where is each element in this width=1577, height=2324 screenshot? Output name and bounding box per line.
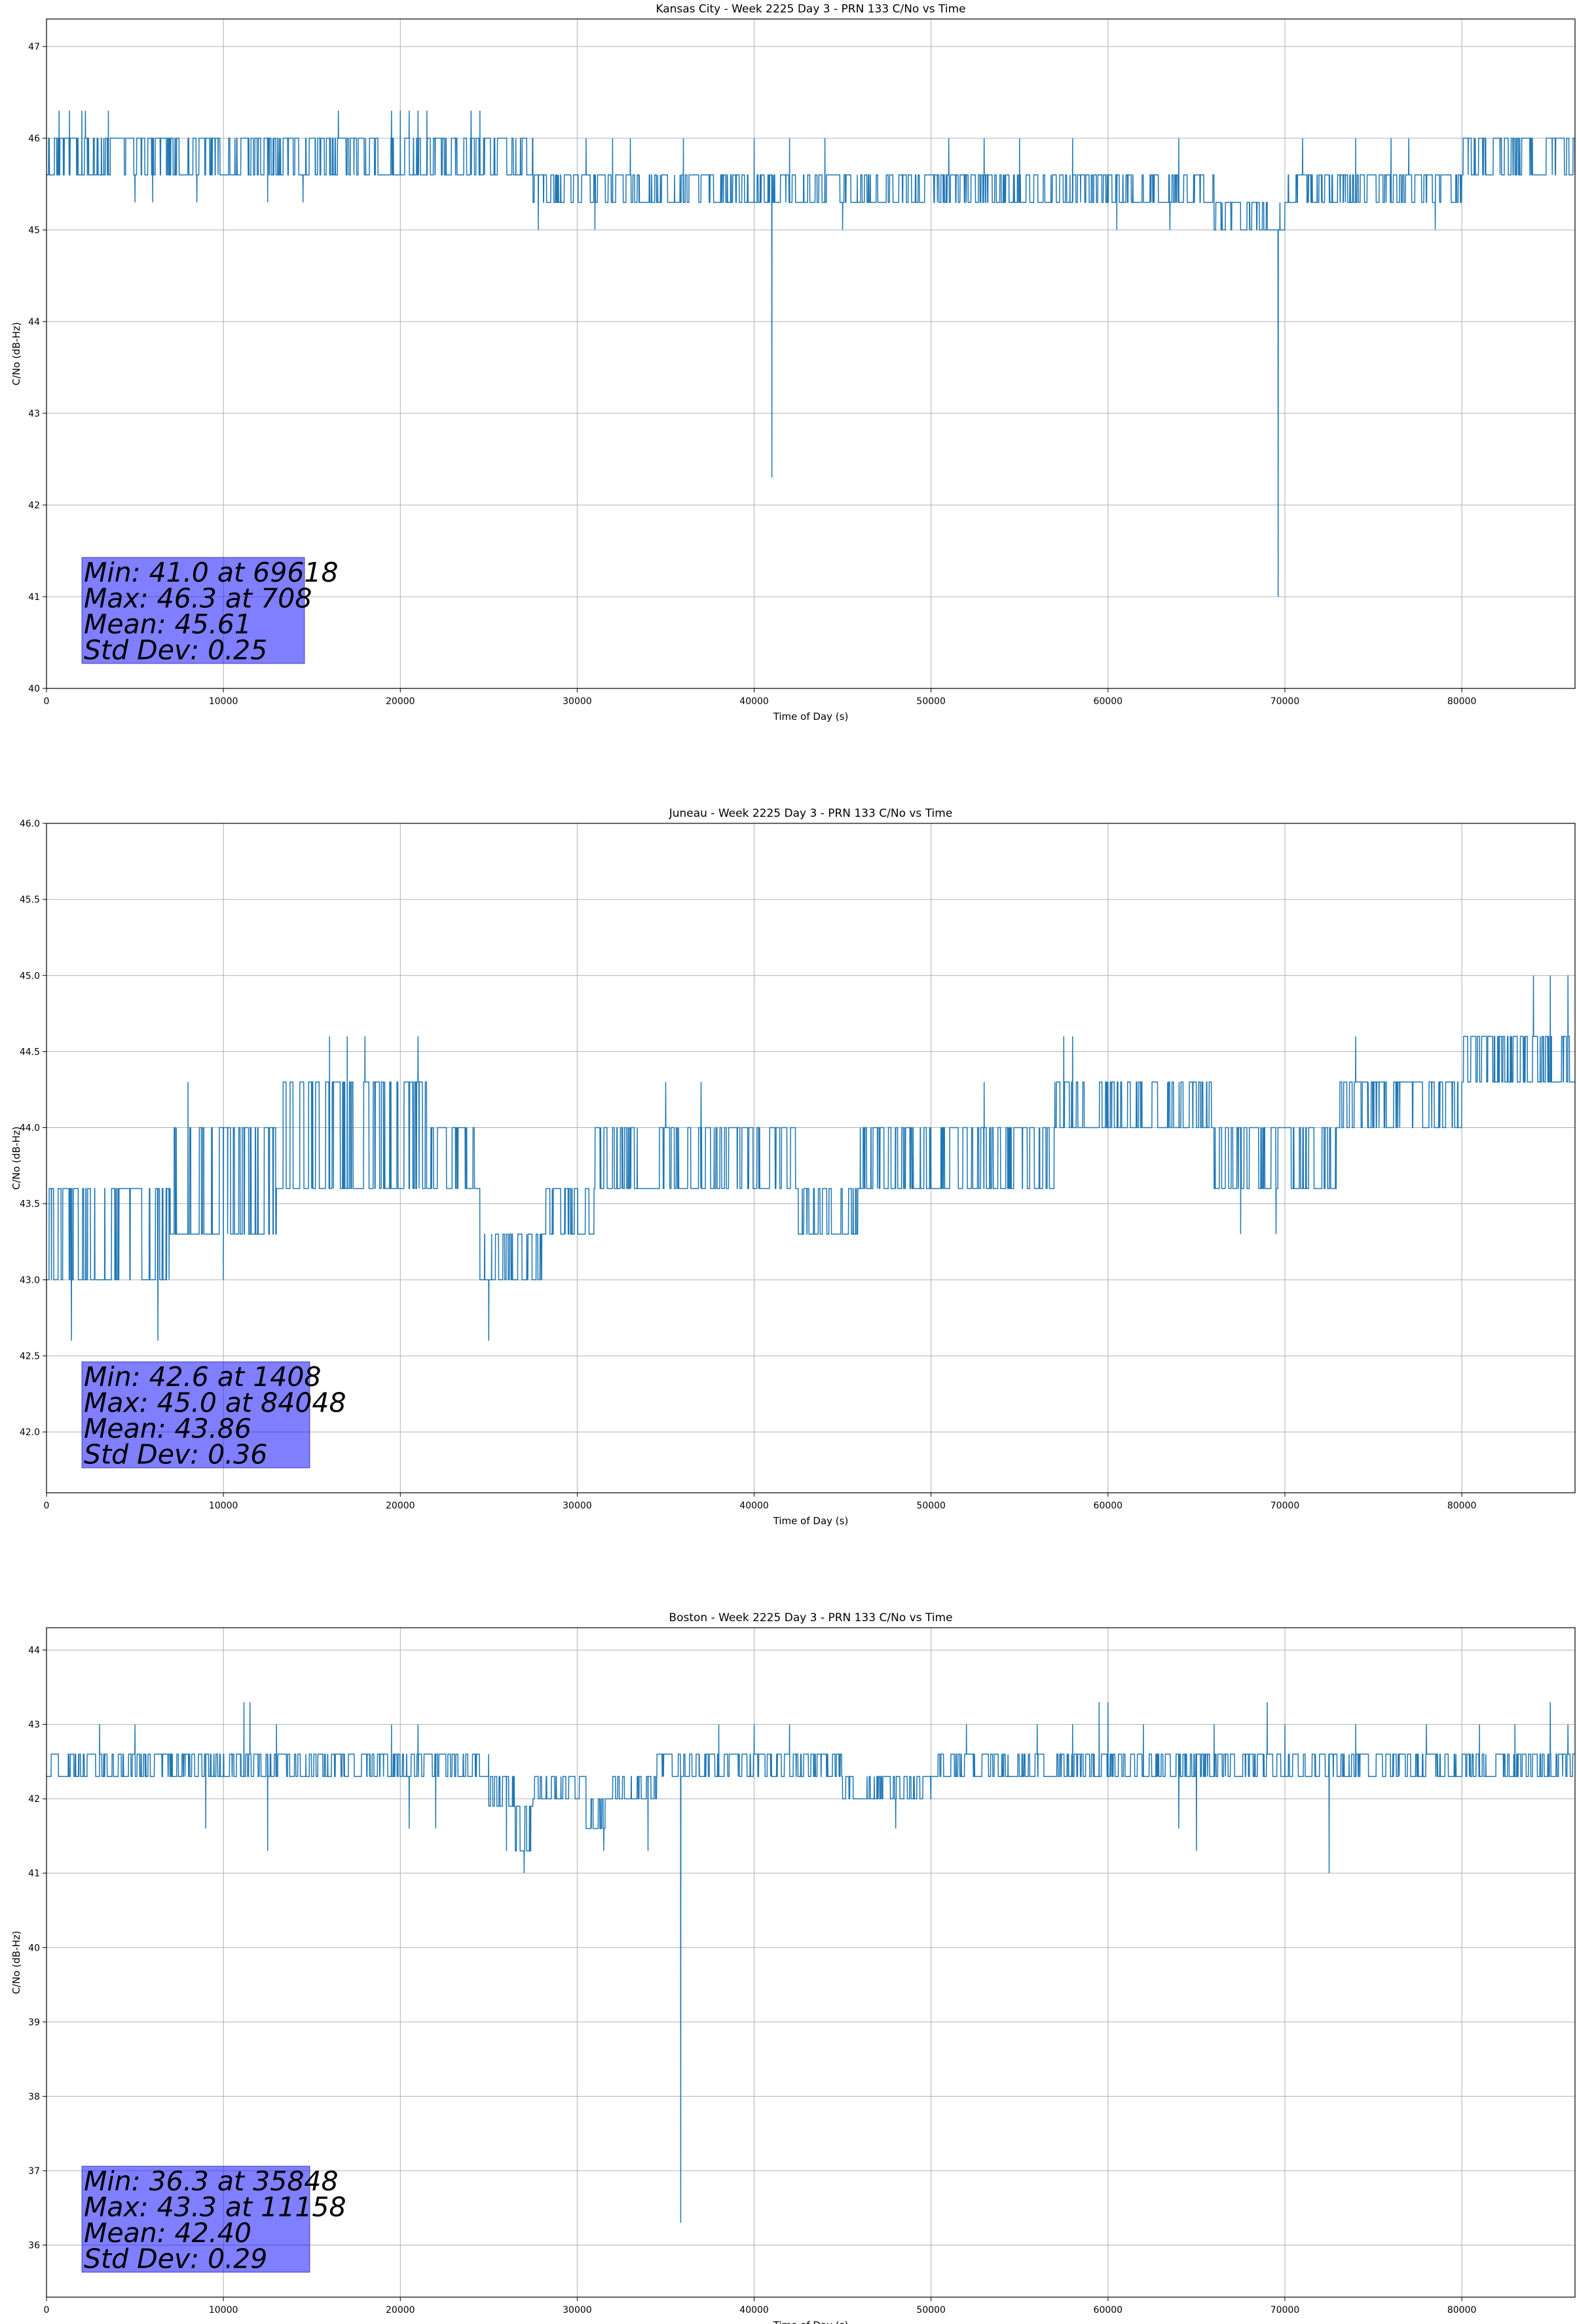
x-tick-label: 80000 [1447,2305,1477,2315]
stats-box-background [81,557,305,664]
y-tick-label: 42.0 [20,1427,40,1438]
plot-frame [46,1627,1576,2298]
plot-frame [46,18,1576,689]
x-tick-label: 60000 [1094,2305,1123,2315]
y-axis-label: C/No (dB-Hz) [10,1127,22,1190]
y-tick-label: 46 [28,134,40,144]
y-tick-label: 40 [28,1943,40,1953]
y-tick-label: 37 [28,2166,40,2177]
x-tick-label: 40000 [739,696,769,707]
x-axis-label: Time of Day (s) [773,711,849,722]
y-tick-label: 45.0 [20,971,40,981]
x-tick-label: 0 [44,1501,50,1511]
stats-line: Std Dev: 0.36 [84,1439,267,1471]
x-tick-label: 30000 [563,696,592,707]
x-tick-label: 10000 [209,1501,238,1511]
x-tick-label: 70000 [1271,696,1300,707]
x-tick-label: 10000 [209,696,238,707]
stats-line: Std Dev: 0.29 [84,2243,267,2275]
chart-title: Boston - Week 2225 Day 3 - PRN 133 C/No … [669,1611,952,1624]
stats-line: Max: 46.3 at 708 [84,583,312,614]
stats-line: Max: 45.0 at 84048 [84,1387,346,1419]
y-tick-label: 42.5 [20,1351,40,1362]
y-tick-label: 46.0 [20,819,40,829]
x-tick-label: 30000 [563,2305,592,2315]
y-tick-label: 44 [28,317,40,328]
x-tick-label: 10000 [209,2305,238,2315]
y-tick-label: 43.0 [20,1275,40,1286]
x-tick-label: 20000 [386,696,415,707]
stats-line: Min: 36.3 at 35848 [84,2165,339,2197]
stats-box-background [81,1361,310,1469]
x-tick-label: 70000 [1271,1501,1300,1511]
y-tick-label: 36 [28,2241,40,2251]
y-tick-label: 42 [28,1794,40,1805]
stats-line: Std Dev: 0.25 [84,635,267,666]
y-axis-label: C/No (dB-Hz) [10,1931,22,1995]
x-axis-label: Time of Day (s) [773,1515,849,1527]
y-tick-label: 42 [28,500,40,511]
x-tick-label: 50000 [916,1501,946,1511]
y-tick-label: 39 [28,2017,40,2028]
y-tick-label: 38 [28,2091,40,2102]
x-tick-label: 0 [44,2305,50,2315]
x-tick-label: 60000 [1094,696,1123,707]
cno-series-line [46,110,1575,597]
plot-frame [46,823,1576,1493]
chart-2: Juneau - Week 2225 Day 3 - PRN 133 C/No … [10,807,1576,1527]
y-tick-label: 47 [28,42,40,52]
y-tick-label: 43.5 [20,1199,40,1210]
y-tick-label: 44 [28,1645,40,1656]
stats-box-background [81,2165,310,2273]
chart-3: Boston - Week 2225 Day 3 - PRN 133 C/No … [10,1611,1576,2324]
stats-line: Min: 42.6 at 1408 [84,1361,322,1393]
x-axis-label: Time of Day (s) [773,2319,849,2324]
x-tick-label: 80000 [1447,696,1477,707]
x-tick-label: 30000 [563,1501,592,1511]
chart-title: Juneau - Week 2225 Day 3 - PRN 133 C/No … [669,807,953,820]
y-axis-label: C/No (dB-Hz) [10,322,22,386]
x-tick-label: 40000 [739,2305,769,2315]
stats-line: Mean: 43.86 [84,1413,251,1444]
x-tick-label: 20000 [386,1501,415,1511]
stats-line: Mean: 42.40 [84,2217,251,2249]
chart-title: Kansas City - Week 2225 Day 3 - PRN 133 … [656,3,965,16]
stats-line: Max: 43.3 at 11158 [84,2192,346,2223]
stats-line: Mean: 45.61 [84,609,251,640]
stats-line: Min: 41.0 at 69618 [84,557,339,588]
x-tick-label: 40000 [739,1501,769,1511]
y-tick-label: 45.5 [20,895,40,905]
y-tick-label: 43 [28,1720,40,1731]
y-tick-label: 45 [28,225,40,236]
cno-series-line [46,975,1575,1341]
y-tick-label: 44.5 [20,1047,40,1057]
x-tick-label: 50000 [916,696,946,707]
y-tick-label: 43 [28,409,40,419]
y-tick-label: 41 [28,592,40,603]
y-tick-label: 41 [28,1869,40,1879]
chart-1: Kansas City - Week 2225 Day 3 - PRN 133 … [10,3,1576,722]
x-tick-label: 0 [44,696,50,707]
x-tick-label: 20000 [386,2305,415,2315]
x-tick-label: 60000 [1094,1501,1123,1511]
x-tick-label: 80000 [1447,1501,1477,1511]
y-tick-label: 40 [28,684,40,694]
y-tick-label: 44.0 [20,1123,40,1134]
x-tick-label: 50000 [916,2305,946,2315]
x-tick-label: 70000 [1271,2305,1300,2315]
cno-series-line [46,1702,1575,2223]
